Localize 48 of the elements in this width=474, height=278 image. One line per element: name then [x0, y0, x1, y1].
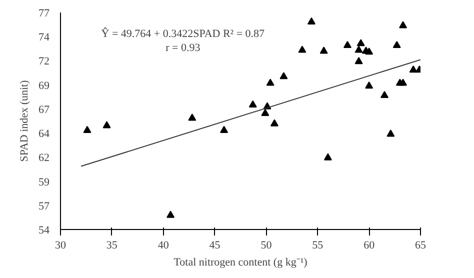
x-tick-label: 35 — [106, 240, 118, 252]
x-tick-label: 30 — [55, 240, 66, 252]
y-tick-label: 59 — [38, 176, 50, 188]
y-tick-label: 77 — [38, 8, 50, 20]
y-tick-label: 74 — [38, 32, 50, 44]
point — [365, 82, 374, 89]
point — [188, 114, 196, 121]
point — [399, 21, 408, 28]
point — [248, 100, 257, 108]
annotation: Ŷ = 49.764 + 0.3422SPAD R² = 0.87 — [101, 27, 266, 40]
point — [166, 210, 175, 218]
point — [298, 46, 306, 53]
y-axis-title: SPAD index (unit) — [18, 80, 30, 162]
point — [354, 57, 363, 64]
point — [324, 153, 332, 160]
x-tick-label: 65 — [415, 240, 426, 252]
point — [380, 90, 388, 98]
point — [392, 40, 401, 48]
y-tick-label: 62 — [38, 152, 50, 164]
y-tick-label: 64 — [38, 128, 50, 140]
point — [320, 46, 328, 54]
x-tick-label: 50 — [260, 240, 272, 252]
x-tick-label: 60 — [364, 240, 376, 252]
point — [399, 78, 408, 86]
point — [356, 39, 365, 46]
x-axis-title: Total nitrogen content (g kg⁻¹) — [174, 256, 308, 268]
point — [102, 121, 111, 128]
y-tick-label: 69 — [38, 80, 50, 92]
x-tick-label: 40 — [158, 240, 170, 252]
annotation: r = 0.93 — [166, 42, 201, 54]
point — [261, 108, 270, 116]
point — [409, 66, 418, 73]
point — [386, 130, 395, 137]
point — [270, 119, 278, 126]
y-tick-label: 72 — [38, 56, 50, 68]
x-tick-label: 55 — [312, 240, 324, 252]
point — [83, 126, 92, 133]
y-tick-label: 57 — [38, 200, 50, 212]
point — [220, 126, 228, 133]
point — [266, 78, 274, 86]
y-tick-label: 54 — [38, 224, 50, 236]
point — [280, 72, 288, 80]
point — [343, 40, 352, 48]
y-tick-label: 67 — [38, 104, 50, 116]
x-tick-label: 45 — [209, 240, 221, 252]
point — [354, 46, 363, 53]
point — [307, 17, 316, 24]
point — [365, 48, 374, 55]
